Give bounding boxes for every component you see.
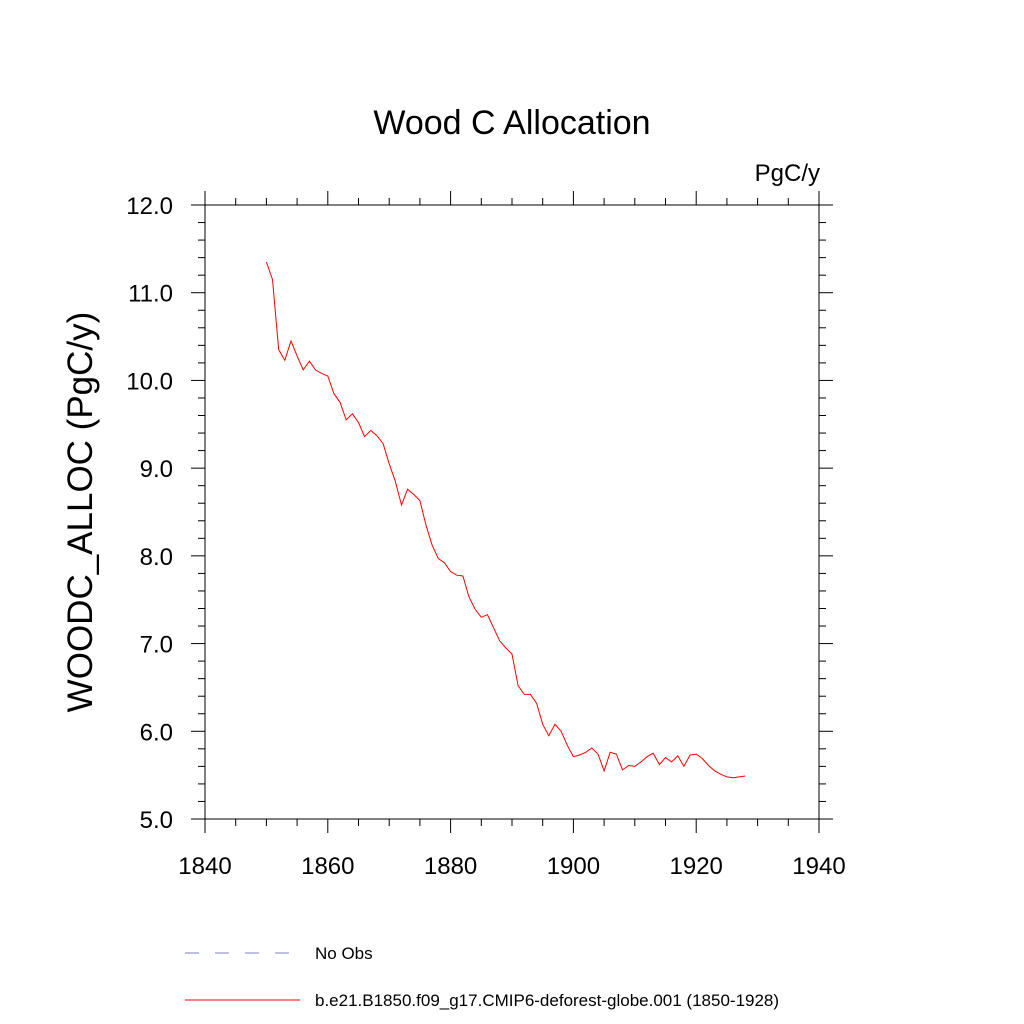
x-tick-label: 1880 (424, 853, 477, 880)
series-layer (265, 261, 746, 779)
y-tick-label: 9.0 (140, 456, 173, 483)
chart-title: Wood C Allocation (373, 104, 650, 142)
x-tick-label: 1920 (670, 853, 723, 880)
x-tick-label: 1940 (792, 853, 845, 880)
y-tick-label: 6.0 (140, 719, 173, 746)
y-tick-label: 11.0 (128, 281, 173, 308)
y-axis-label: WOODC_ALLOC (PgC/y) (61, 312, 100, 713)
x-tick-label: 1860 (301, 853, 354, 880)
y-tick-label: 10.0 (126, 368, 173, 395)
legend-label-no-obs: No Obs (315, 944, 373, 963)
y-tick-label: 5.0 (140, 807, 173, 834)
axis-ticks (191, 191, 833, 833)
y-tick-label: 7.0 (140, 632, 173, 659)
y-tick-label: 12.0 (126, 193, 173, 220)
axis-tick-labels: 1840 1860 1880 1900 1920 1940 5.0 6.0 7.0 8.0 9.0 1… (126, 193, 845, 880)
series-line-1 (265, 261, 746, 779)
legend: No Obs b.e21.B1850.f09_g17.CMIP6-defores… (185, 944, 779, 1010)
x-tick-label: 1840 (178, 853, 231, 880)
units-label: PgC/y (755, 160, 820, 187)
x-tick-label: 1900 (547, 853, 600, 880)
y-tick-label: 8.0 (140, 544, 173, 571)
legend-label-model: b.e21.B1850.f09_g17.CMIP6-deforest-globe… (315, 991, 779, 1010)
plot-frame (204, 204, 820, 820)
